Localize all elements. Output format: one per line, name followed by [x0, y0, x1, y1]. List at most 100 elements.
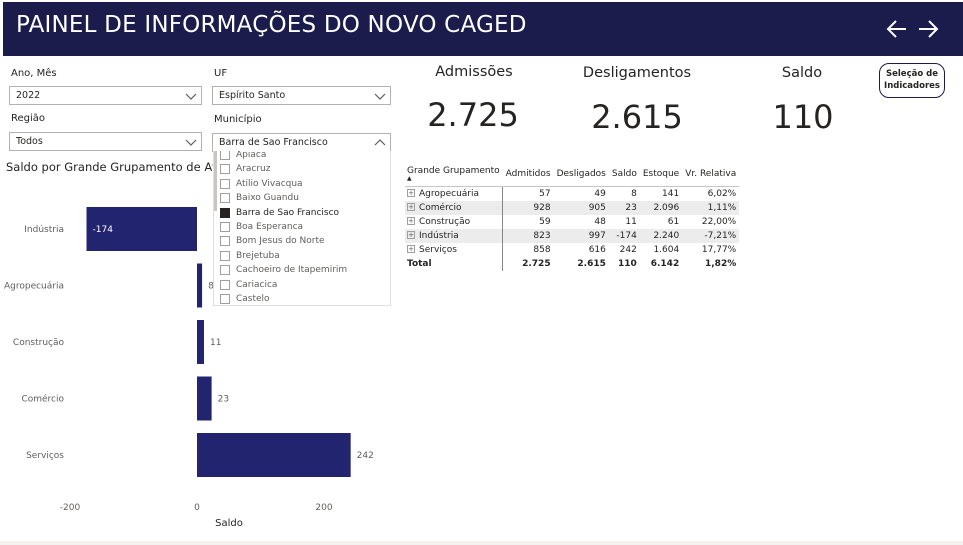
- matrix-cell: 997: [553, 228, 609, 243]
- matrix-header-estoque[interactable]: Estoque: [639, 164, 683, 187]
- matrix-header-admitidos[interactable]: Admitidos: [502, 164, 554, 187]
- municipio-dropdown[interactable]: Barra de Sao Francisco: [212, 133, 391, 152]
- table-row: + Serviços 858 616 242 1.604 17,77%: [405, 242, 739, 257]
- matrix-cell: 2.240: [639, 228, 683, 243]
- matrix-row-label: Agropecuária: [419, 188, 480, 199]
- municipio-option-label: Cariacica: [236, 279, 278, 290]
- matrix-row-label-cell: + Serviços: [405, 242, 504, 257]
- municipio-option[interactable]: Bom Jesus do Norte: [220, 234, 325, 248]
- regiao-dropdown[interactable]: Todos: [9, 132, 202, 151]
- municipio-option[interactable]: Apiaca: [220, 151, 266, 162]
- ano-mes-dropdown[interactable]: 2022: [9, 86, 202, 105]
- matrix-cell: 23: [608, 200, 640, 215]
- chart-bar: [197, 263, 203, 308]
- admissoes-label: Admissões: [435, 64, 513, 80]
- chart-x-tick-label: 200: [315, 503, 332, 513]
- matrix-cell: 22,00%: [701, 216, 737, 227]
- matrix-cell: 1,82%: [705, 258, 737, 269]
- selecao-indicadores-button[interactable]: Seleção de Indicadores: [879, 63, 945, 98]
- chart-bar: [197, 433, 351, 477]
- municipio-option[interactable]: Cachoeiro de Itapemirim: [220, 263, 347, 277]
- municipio-option[interactable]: Brejetuba: [220, 249, 280, 263]
- municipio-option[interactable]: Atilio Vivacqua: [220, 177, 303, 191]
- municipio-option-label: Boa Esperanca: [236, 222, 304, 232]
- admissoes-value: 2.725: [427, 96, 519, 134]
- selecao-indicadores-line1: Seleção de: [886, 69, 938, 79]
- chart-title: Saldo por Grande Grupamento de Ati: [6, 160, 220, 174]
- municipio-option[interactable]: Baixo Guandu: [220, 191, 299, 205]
- checkbox-checked-icon[interactable]: [220, 207, 230, 218]
- matrix-total-label-cell: Total: [405, 256, 504, 271]
- chart-data-label: 242: [357, 451, 374, 461]
- matrix-row-label: Total: [407, 258, 432, 269]
- checkbox-icon[interactable]: [220, 294, 230, 304]
- municipio-option[interactable]: Castelo: [220, 292, 270, 305]
- municipio-option-label: Bom Jesus do Norte: [236, 236, 325, 247]
- checkbox-icon[interactable]: [220, 193, 230, 204]
- table-row: + Agropecuária 57 49 8 141 6,02%: [405, 186, 739, 201]
- chart-category-label: Agropecuária: [4, 282, 64, 292]
- table-row: + Construção 59 48 11 61 22,00%: [405, 214, 739, 229]
- municipio-label: Município: [214, 114, 262, 125]
- municipio-option-label: Cachoeiro de Itapemirim: [236, 265, 348, 276]
- matrix-cell: 2.725: [522, 258, 551, 269]
- municipio-option[interactable]: Boa Esperanca: [220, 220, 303, 234]
- matrix-cell: 141: [662, 188, 680, 199]
- header: PAINEL DE INFORMAÇÕES DO NOVO CAGED: [0, 0, 963, 57]
- arrow-left-icon[interactable]: [884, 16, 910, 42]
- selecao-indicadores-line2: Indicadores: [884, 81, 940, 91]
- checkbox-icon[interactable]: [220, 265, 230, 276]
- checkbox-icon[interactable]: [220, 250, 230, 261]
- municipio-option[interactable]: Barra de Sao Francisco: [220, 206, 339, 220]
- checkbox-icon[interactable]: [220, 178, 230, 189]
- checkbox-icon[interactable]: [220, 164, 230, 175]
- matrix-cell: 2.615: [577, 258, 606, 269]
- matrix-cell: 6,02%: [707, 188, 737, 199]
- list-scrollbar[interactable]: [214, 151, 217, 211]
- matrix-row-label-cell: + Indústria: [405, 228, 504, 243]
- sort-ascending-icon: ▲: [407, 175, 412, 182]
- matrix-header-desligados[interactable]: Desligados: [553, 164, 609, 187]
- checkbox-icon[interactable]: [220, 151, 230, 160]
- municipio-option[interactable]: Cariacica: [220, 278, 277, 292]
- municipio-value: Barra de Sao Francisco: [219, 137, 328, 148]
- matrix-total-row: Total 2.725 2.615 110 6.142 1,82%: [405, 256, 739, 271]
- header-bar: PAINEL DE INFORMAÇÕES DO NOVO CAGED: [3, 2, 963, 56]
- matrix-cell: 823: [502, 228, 554, 243]
- uf-value: Espírito Santo: [219, 90, 286, 101]
- matrix-header-vr-relativa[interactable]: Vr. Relativa: [682, 164, 740, 187]
- chart-category-label: Comércio: [21, 394, 64, 405]
- expand-row-icon[interactable]: +: [407, 217, 415, 225]
- chart-category-label: Serviços: [26, 451, 64, 461]
- matrix-cell: 59: [539, 216, 551, 227]
- arrow-right-icon[interactable]: [915, 16, 941, 42]
- expand-row-icon[interactable]: +: [407, 203, 415, 211]
- municipio-option-label: Baixo Guandu: [236, 193, 299, 204]
- matrix-cell: 858: [533, 244, 551, 255]
- matrix-header-saldo[interactable]: Saldo: [608, 164, 640, 187]
- checkbox-icon[interactable]: [220, 236, 230, 247]
- expand-row-icon[interactable]: +: [407, 189, 415, 198]
- matrix-row-label-cell: + Construção: [405, 214, 504, 229]
- chart-data-label: 8: [208, 282, 214, 292]
- matrix-header-grupamento[interactable]: Grande Grupamento ▲: [405, 164, 503, 187]
- chart-bar: [197, 320, 204, 364]
- municipio-option[interactable]: Aracruz: [220, 162, 270, 176]
- ano-mes-value: 2022: [16, 90, 41, 101]
- matrix-cell: 110: [618, 258, 637, 269]
- checkbox-icon[interactable]: [220, 279, 230, 290]
- saldo-value: 110: [772, 98, 834, 136]
- table-row: + Comércio 928 905 23 2.096 1,11%: [405, 200, 740, 215]
- chart-x-axis-title: Saldo: [215, 518, 243, 529]
- chart-category-label: Indústria: [24, 225, 64, 235]
- uf-label: UF: [214, 68, 228, 79]
- chevron-down-icon: [185, 139, 197, 146]
- matrix-cell: 1,11%: [682, 200, 740, 215]
- saldo-matrix-table: Grande Grupamento ▲ Admitidos Desligados…: [405, 164, 740, 271]
- expand-row-icon[interactable]: +: [407, 231, 415, 239]
- checkbox-icon[interactable]: [220, 222, 230, 232]
- municipio-options-list[interactable]: Apiaca Aracruz Atilio Vivacqua Baixo Guandu…: [213, 151, 391, 306]
- chevron-down-icon: [185, 93, 197, 100]
- expand-row-icon[interactable]: +: [407, 245, 415, 253]
- uf-dropdown[interactable]: Espírito Santo: [212, 86, 391, 105]
